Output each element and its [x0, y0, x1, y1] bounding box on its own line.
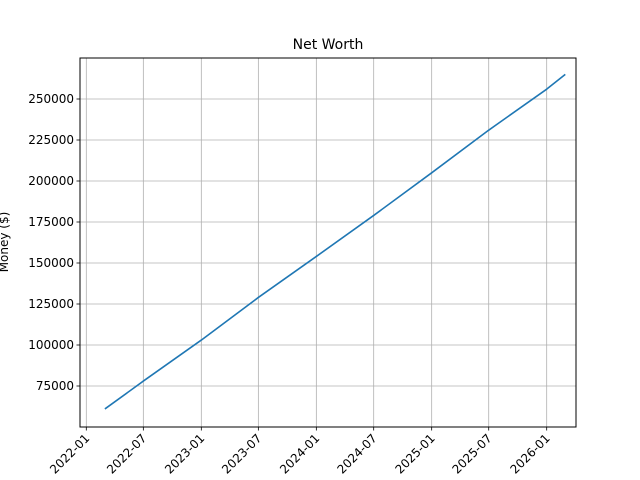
- y-tick-label: 125000: [28, 297, 74, 311]
- y-tick-label: 250000: [28, 92, 74, 106]
- x-tick-label: 2025-01: [392, 431, 437, 476]
- y-axis-label: Money ($): [0, 212, 11, 273]
- y-axis: 75000 100000 125000 150000 175000 200000 22500…: [28, 92, 80, 393]
- y-tick-label: 150000: [28, 256, 74, 270]
- grid: [80, 58, 576, 427]
- x-tick-label: 2026-01: [507, 431, 552, 476]
- x-tick-label: 2023-07: [219, 431, 264, 476]
- chart-title: Net Worth: [293, 37, 364, 53]
- x-tick-label: 2023-01: [162, 431, 207, 476]
- y-tick-label: 200000: [28, 174, 74, 188]
- plot-frame: [79, 57, 577, 428]
- series-layer: [104, 73, 566, 410]
- x-tick-label: 2022-07: [104, 431, 149, 476]
- x-tick-label: 2024-01: [277, 431, 322, 476]
- y-tick-label: 175000: [28, 215, 74, 229]
- x-tick-label: 2024-07: [334, 431, 379, 476]
- series-line: [104, 73, 566, 410]
- y-tick-label: 100000: [28, 338, 74, 352]
- y-tick-label: 75000: [36, 379, 74, 393]
- x-tick-label: 2025-07: [449, 431, 494, 476]
- y-tick-label: 225000: [28, 133, 74, 147]
- x-tick-label: 2022-01: [47, 431, 92, 476]
- x-axis: 2022-01 2022-07 2023-01 2023-07 2024-01 2024-…: [47, 427, 553, 477]
